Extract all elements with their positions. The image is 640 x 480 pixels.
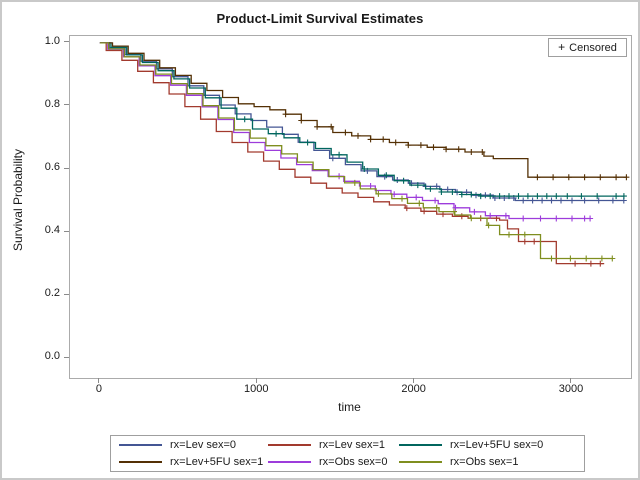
survival-curve-rx-lev-5fu-sex-0: [99, 42, 624, 197]
x-tick-mark: [570, 378, 572, 383]
x-tick-label: 2000: [401, 383, 426, 395]
censored-plus-icon: +: [558, 40, 566, 54]
x-tick-mark: [98, 378, 100, 383]
y-tick-mark: [64, 293, 69, 295]
censor-marks-rx-lev-sex-1: [403, 205, 604, 267]
y-tick-label: 0.2: [44, 287, 60, 300]
chart-title: Product-Limit Survival Estimates: [216, 11, 424, 26]
survival-curve-rx-lev-5fu-sex-1: [99, 42, 627, 178]
legend-line-swatch: [119, 444, 162, 446]
censor-marks-rx-obs-sex-0: [336, 173, 594, 222]
y-tick-label: 0.0: [44, 350, 60, 363]
legend-line-swatch: [268, 461, 311, 463]
survival-curve-rx-lev-sex-1: [99, 42, 605, 265]
y-tick-label: 1.0: [44, 34, 60, 47]
legend-line-swatch: [119, 461, 162, 463]
x-tick-label: 1000: [244, 383, 269, 395]
y-tick-mark: [64, 167, 69, 169]
censored-legend-box: + Censored: [548, 38, 627, 57]
plot-area: [69, 35, 632, 379]
y-tick-mark: [64, 104, 69, 106]
censor-marks-rx-obs-sex-1: [351, 179, 616, 262]
x-tick-label: 3000: [558, 383, 584, 395]
x-tick-mark: [255, 378, 257, 383]
legend-item-rx-obs-sex-1: rx=Obs sex=1: [399, 455, 584, 469]
survival-curve-rx-obs-sex-0: [99, 42, 591, 220]
legend-item-rx-lev-5fu-sex-0: rx=Lev+5FU sex=0: [399, 438, 584, 452]
y-axis-title: Survival Probability: [11, 148, 25, 252]
censor-marks-rx-lev-5fu-sex-0: [241, 116, 627, 200]
y-tick-mark: [64, 356, 69, 358]
x-axis-title: time: [338, 400, 361, 414]
censor-marks-rx-lev-5fu-sex-1: [282, 111, 630, 181]
legend-line-swatch: [399, 461, 442, 463]
legend-label: rx=Lev+5FU sex=0: [450, 439, 544, 451]
legend-line-swatch: [399, 444, 442, 446]
survival-curve-rx-obs-sex-1: [99, 42, 613, 260]
legend-item-rx-lev-sex-1: rx=Lev sex=1: [268, 438, 399, 452]
legend-item-rx-obs-sex-0: rx=Obs sex=0: [268, 455, 399, 469]
legend-box: rx=Lev sex=0 rx=Lev sex=1 rx=Lev+5FU sex=0…: [110, 435, 585, 472]
legend-label: rx=Lev+5FU sex=1: [170, 456, 264, 468]
x-tick-label: 0: [95, 383, 102, 395]
legend-label: rx=Obs sex=0: [319, 456, 388, 468]
x-tick-mark: [413, 378, 415, 383]
y-tick-mark: [64, 230, 69, 232]
survival-curves-svg: [99, 42, 630, 267]
censored-label: Censored: [569, 41, 617, 54]
y-tick-mark: [64, 41, 69, 43]
legend-line-swatch: [268, 444, 311, 446]
y-tick-label: 0.8: [44, 97, 60, 110]
legend-label: rx=Obs sex=1: [450, 456, 519, 468]
legend-item-rx-lev-5fu-sex-1: rx=Lev+5FU sex=1: [119, 455, 268, 469]
legend-label: rx=Lev sex=0: [170, 439, 237, 451]
legend-label: rx=Lev sex=1: [319, 439, 386, 451]
y-tick-label: 0.4: [44, 224, 60, 237]
legend-item-rx-lev-sex-0: rx=Lev sex=0: [119, 438, 268, 452]
y-tick-label: 0.6: [44, 161, 60, 174]
